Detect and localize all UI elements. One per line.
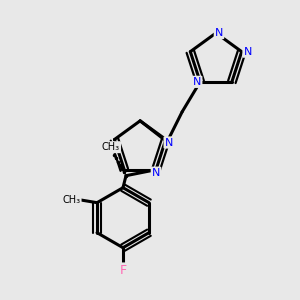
Text: N: N xyxy=(215,28,223,38)
Text: N: N xyxy=(244,47,252,57)
Text: F: F xyxy=(119,264,127,277)
Text: N: N xyxy=(152,168,160,178)
Text: CH₃: CH₃ xyxy=(102,142,120,152)
Text: N: N xyxy=(193,77,201,87)
Text: CH₃: CH₃ xyxy=(62,195,81,205)
Text: N: N xyxy=(165,137,173,148)
